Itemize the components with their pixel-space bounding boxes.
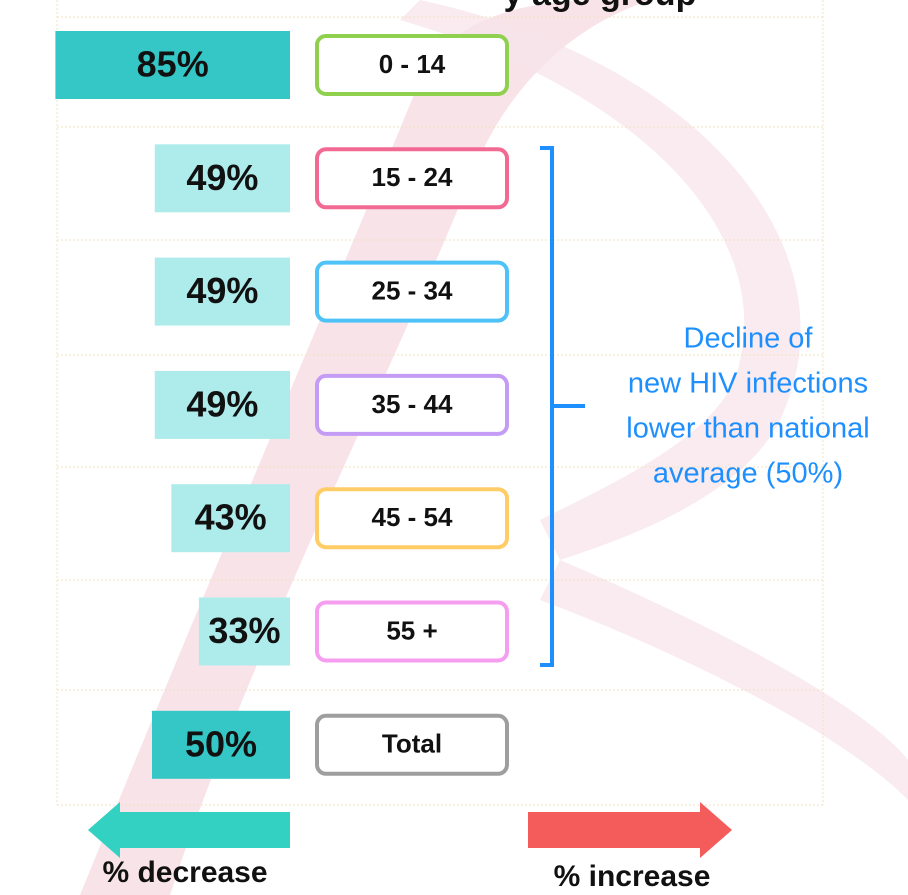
category-box bbox=[315, 34, 509, 96]
bar bbox=[198, 597, 290, 666]
value-label: 49% bbox=[186, 270, 258, 311]
bar bbox=[154, 144, 290, 213]
category-box bbox=[315, 713, 509, 776]
category-label: 35 - 44 bbox=[372, 389, 453, 419]
bar bbox=[152, 710, 290, 779]
annotation: Decline of bbox=[684, 323, 814, 355]
legend-arrow bbox=[528, 802, 732, 858]
legend-arrow bbox=[88, 802, 290, 858]
category-box bbox=[315, 373, 509, 436]
bar bbox=[154, 257, 290, 326]
ribbon-background bbox=[80, 0, 908, 895]
value-label: 33% bbox=[208, 610, 280, 651]
category-box bbox=[315, 600, 509, 663]
category-box bbox=[315, 260, 509, 323]
bracket bbox=[540, 146, 585, 667]
legend-label: % decrease bbox=[102, 856, 267, 889]
bar bbox=[171, 484, 290, 553]
category-label: 0 - 14 bbox=[379, 49, 446, 79]
annotation: lower than national bbox=[626, 413, 869, 445]
annotation: new HIV infections bbox=[628, 368, 868, 400]
value-label: 49% bbox=[186, 383, 258, 424]
chart-title: y age group bbox=[504, 0, 697, 13]
value-label: 50% bbox=[185, 723, 257, 764]
category-label: 55 + bbox=[386, 615, 437, 645]
annotation: average (50%) bbox=[653, 458, 843, 490]
category-box bbox=[315, 487, 509, 550]
bar bbox=[154, 370, 290, 439]
category-box bbox=[315, 147, 509, 210]
category-label: Total bbox=[382, 729, 442, 759]
category-label: 25 - 34 bbox=[372, 275, 453, 305]
category-label: 15 - 24 bbox=[372, 162, 453, 192]
value-label: 43% bbox=[195, 497, 267, 538]
value-label: 85% bbox=[137, 44, 209, 85]
value-label: 49% bbox=[186, 157, 258, 198]
category-label: 45 - 54 bbox=[372, 502, 453, 532]
legend-label: % increase bbox=[554, 860, 711, 893]
bar bbox=[55, 31, 291, 99]
